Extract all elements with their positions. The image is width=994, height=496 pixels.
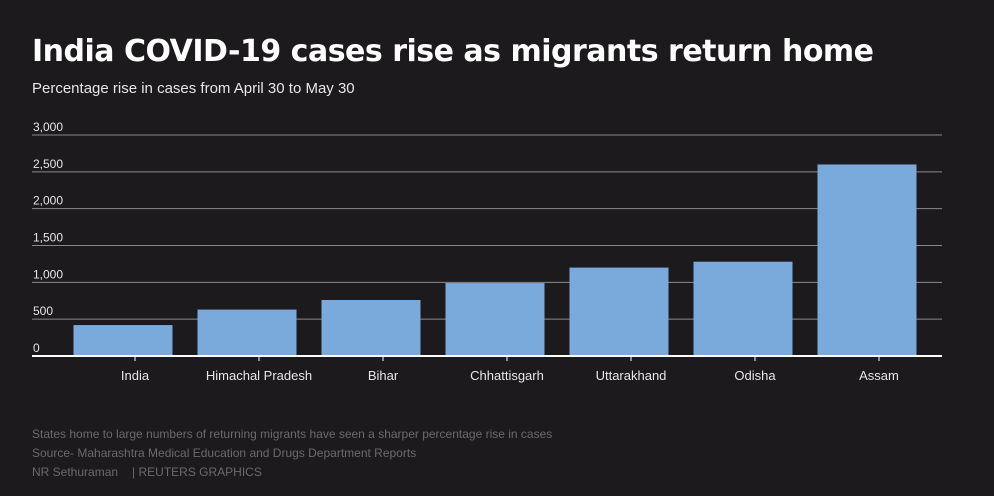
footer-author: NR Sethuraman xyxy=(32,465,119,479)
x-tick-label: Chhattisgarh xyxy=(470,368,544,383)
x-tick-label: Bihar xyxy=(368,368,399,383)
bar-odisha xyxy=(693,261,793,356)
x-tick-label: Uttarakhand xyxy=(596,368,667,383)
bar-chhattisgarh xyxy=(445,283,545,356)
bar-uttarakhand xyxy=(569,267,669,356)
chart-subtitle: Percentage rise in cases from April 30 t… xyxy=(32,80,355,97)
y-tick-label: 1,000 xyxy=(33,267,63,281)
y-tick-label: 3,000 xyxy=(33,120,63,134)
x-tick-label: Odisha xyxy=(734,368,776,383)
x-tick-label: Himachal Pradesh xyxy=(206,368,312,383)
bar-bihar xyxy=(321,300,421,356)
x-tick-label: India xyxy=(121,368,150,383)
chart-footer: States home to large numbers of returnin… xyxy=(32,425,552,482)
y-tick-label: 2,000 xyxy=(33,194,63,208)
bar-india xyxy=(73,325,173,356)
y-tick-label: 500 xyxy=(33,304,53,318)
y-tick-label: 1,500 xyxy=(33,231,63,245)
bar-assam xyxy=(817,164,917,356)
footer-note: States home to large numbers of returnin… xyxy=(32,427,553,441)
footer-credit: | REUTERS GRAPHICS xyxy=(132,465,262,479)
y-tick-label: 2,500 xyxy=(33,157,63,171)
bar-himachal-pradesh xyxy=(197,309,297,356)
chart-title: India COVID-19 cases rise as migrants re… xyxy=(32,34,874,69)
y-tick-label: 0 xyxy=(33,341,40,355)
footer-credits: NR Sethuraman | REUTERS GRAPHICS xyxy=(32,463,552,482)
footer-source: Source- Maharashtra Medical Education an… xyxy=(32,446,417,460)
x-tick-label: Assam xyxy=(859,368,899,383)
